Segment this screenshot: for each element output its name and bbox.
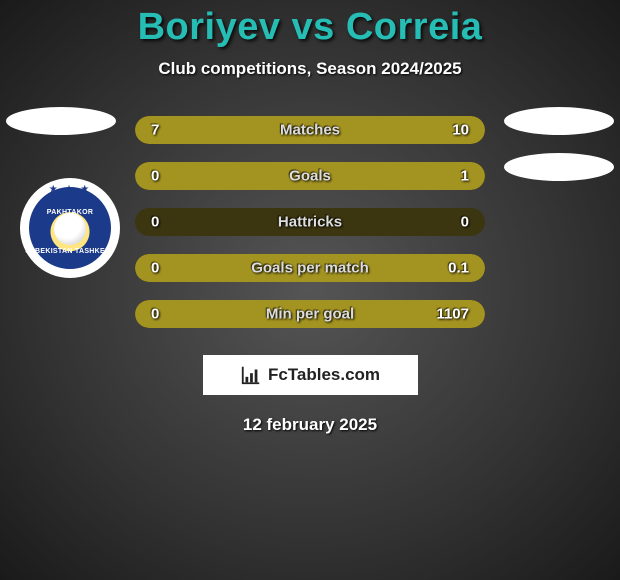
comparison-card: Boriyev vs Correia Club competitions, Se… — [0, 0, 620, 580]
team-left-placeholder — [6, 107, 116, 135]
club-logo-left: ★ ★ ★ PAKHTAKOR UZBEKISTAN TASHKENT — [20, 178, 120, 278]
stat-left-value: 0 — [151, 260, 159, 277]
brand-box: FcTables.com — [203, 355, 418, 395]
stat-left-value: 7 — [151, 122, 159, 139]
stat-bar: 0 Min per goal 1107 — [135, 300, 485, 328]
stat-right-value: 10 — [452, 122, 469, 139]
logo-bottom-text: UZBEKISTAN TASHKENT — [25, 248, 115, 255]
stat-right-value: 0.1 — [448, 260, 469, 277]
stat-right-value: 1 — [461, 168, 469, 185]
stat-bar: 7 Matches 10 — [135, 116, 485, 144]
stat-left-value: 0 — [151, 168, 159, 185]
logo-ball — [54, 213, 86, 245]
stat-metric: Goals — [289, 168, 331, 185]
brand-text: FcTables.com — [268, 365, 380, 385]
stat-bar: 0 Goals per match 0.1 — [135, 254, 485, 282]
stat-bar: 0 Goals 1 — [135, 162, 485, 190]
stat-metric: Hattricks — [278, 214, 342, 231]
logo-outer-ring: ★ ★ ★ PAKHTAKOR UZBEKISTAN TASHKENT — [20, 178, 120, 278]
page-title: Boriyev vs Correia — [0, 6, 620, 49]
team-right-placeholder — [504, 153, 614, 181]
stat-row: 7 Matches 10 — [0, 107, 620, 153]
stat-left-value: 0 — [151, 306, 159, 323]
stat-metric: Matches — [280, 122, 340, 139]
logo-inner: PAKHTAKOR UZBEKISTAN TASHKENT — [29, 187, 111, 269]
bar-chart-icon — [240, 364, 262, 386]
date-label: 12 february 2025 — [0, 415, 620, 435]
stat-metric: Min per goal — [266, 306, 354, 323]
stat-row: 0 Min per goal 1107 — [0, 291, 620, 337]
subtitle: Club competitions, Season 2024/2025 — [0, 59, 620, 79]
stat-right-value: 0 — [461, 214, 469, 231]
stat-metric: Goals per match — [251, 260, 369, 277]
stat-right-value: 1107 — [436, 306, 469, 323]
team-right-placeholder — [504, 107, 614, 135]
stat-left-value: 0 — [151, 214, 159, 231]
stat-bar: 0 Hattricks 0 — [135, 208, 485, 236]
